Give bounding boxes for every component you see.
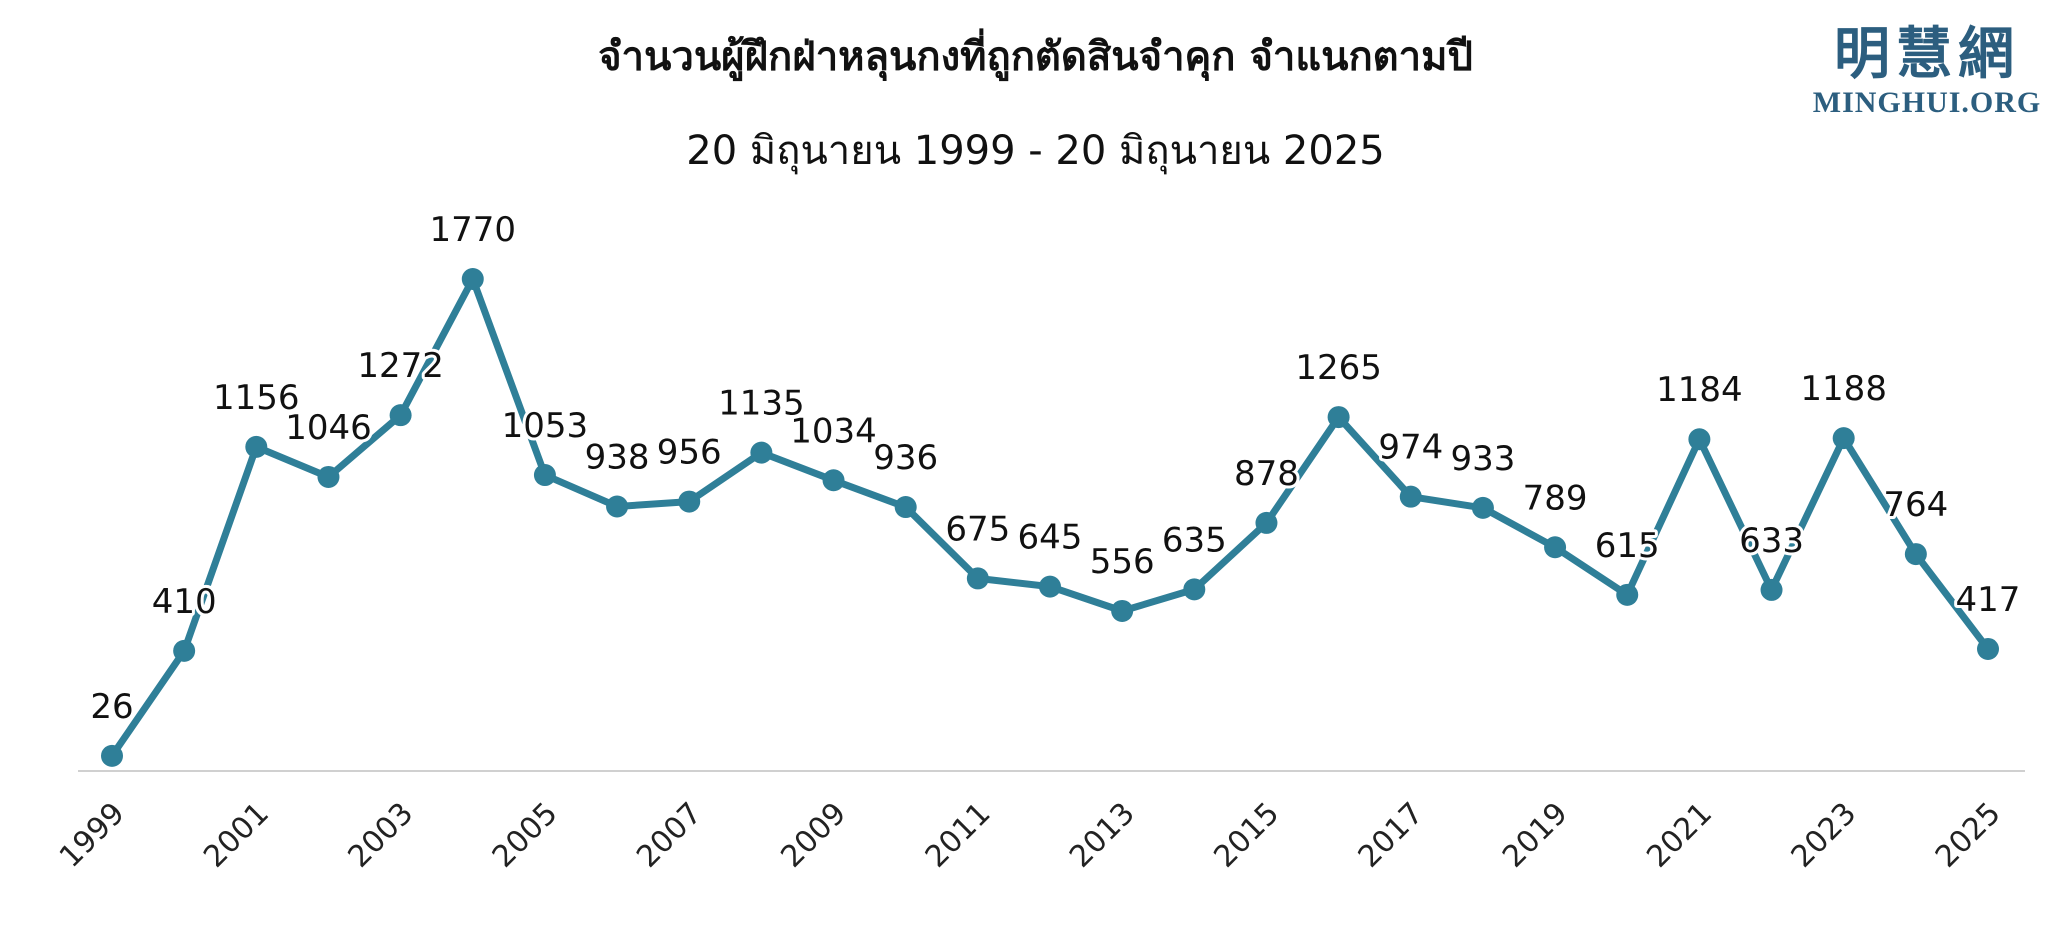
data-point: [1904, 543, 1927, 566]
x-tick-label: 2023: [1785, 796, 1864, 875]
data-label: 615: [1595, 526, 1660, 566]
x-tick-label: 2007: [630, 796, 709, 875]
data-label: 645: [1018, 518, 1083, 558]
x-tick-label: 2021: [1640, 796, 1719, 875]
data-point: [1977, 637, 1999, 660]
data-label: 974: [1378, 428, 1443, 468]
data-point: [1399, 485, 1422, 508]
logo-cjk-text: 明慧網: [1834, 21, 2020, 87]
x-tick-label: 2019: [1496, 796, 1575, 875]
data-label: 1156: [213, 378, 300, 418]
data-label: 878: [1234, 454, 1299, 494]
data-label: 1053: [502, 406, 589, 446]
data-point: [606, 495, 629, 518]
data-point: [1616, 583, 1639, 606]
x-tick-label: 2011: [919, 796, 998, 875]
data-point: [894, 496, 917, 519]
data-point: [1039, 575, 1061, 598]
data-label: 933: [1450, 439, 1515, 479]
data-label: 675: [945, 509, 1010, 549]
data-label: 789: [1523, 478, 1588, 518]
data-label: 1135: [718, 384, 805, 424]
data-point: [1832, 427, 1855, 450]
logo-latin-text: MINGHUI.ORG: [1812, 86, 2042, 119]
data-label: 1184: [1656, 370, 1743, 410]
data-label: 1188: [1800, 369, 1887, 409]
data-point: [389, 404, 412, 427]
data-point: [1327, 406, 1350, 429]
data-point: [1760, 578, 1783, 601]
marker-layer: [101, 268, 1999, 767]
data-point: [966, 567, 989, 590]
data-point: [822, 469, 845, 492]
data-point: [750, 441, 773, 464]
x-tick-label: 2009: [774, 796, 853, 875]
data-label: 26: [90, 687, 133, 727]
data-label: 1770: [430, 210, 517, 250]
data-point: [1111, 599, 1134, 622]
data-point: [1544, 536, 1567, 559]
x-tick-layer: 1999 2001 2003 2005 2007 2009 2011 2013 2015 2017…: [53, 796, 2008, 875]
x-tick-label: 2013: [1063, 796, 1142, 875]
data-point: [1688, 428, 1711, 451]
data-point: [1255, 511, 1278, 534]
data-label: 556: [1090, 542, 1155, 582]
data-label: 1272: [357, 346, 444, 386]
data-point: [245, 435, 268, 458]
x-tick-label: 2003: [342, 796, 421, 875]
x-tick-label: 2025: [1929, 796, 2008, 875]
x-tick-label: 2015: [1207, 796, 1286, 875]
x-tick-label: 2001: [197, 796, 276, 875]
data-point: [101, 744, 123, 767]
data-label: 1046: [285, 408, 372, 448]
data-point: [678, 490, 701, 513]
data-label: 417: [1956, 580, 2021, 620]
data-label: 936: [873, 438, 938, 478]
data-label: 1034: [790, 411, 877, 451]
data-label: 410: [152, 582, 217, 622]
x-tick-label: 1999: [53, 796, 132, 875]
minghui-logo: 明慧網 MINGHUI.ORG: [1807, 22, 2047, 120]
data-label: 764: [1883, 485, 1948, 525]
chart-title: จำนวนผู้ฝึกฝ่าหลุนกงที่ถูกตัดสินจำคุก จำ…: [598, 34, 1473, 80]
x-tick-label: 2017: [1352, 796, 1431, 875]
data-point: [533, 464, 556, 487]
data-label: 938: [585, 438, 650, 478]
chart-subtitle: 20 มิถุนายน 1999 - 20 มิถุนายน 2025: [686, 128, 1385, 174]
x-tick-label: 2005: [486, 796, 565, 875]
data-label: 956: [657, 433, 722, 473]
data-point: [1183, 578, 1206, 601]
data-label: 635: [1162, 520, 1227, 560]
data-point: [173, 639, 196, 662]
data-point: [1471, 496, 1494, 519]
data-label: 633: [1739, 521, 1804, 561]
data-label: 1265: [1295, 348, 1382, 388]
data-point: [317, 465, 340, 488]
data-point: [461, 268, 484, 290]
